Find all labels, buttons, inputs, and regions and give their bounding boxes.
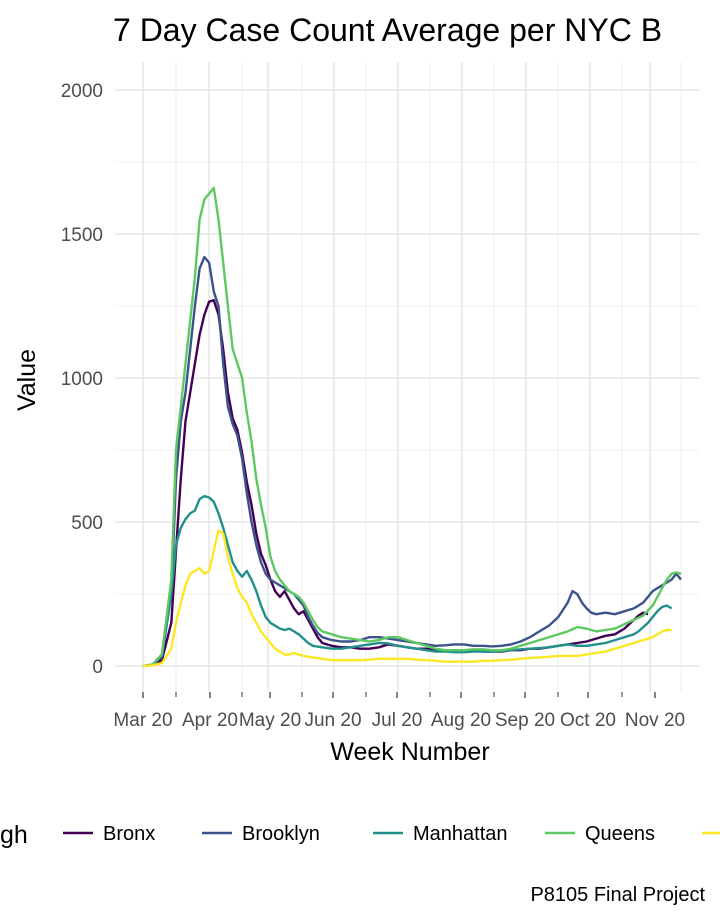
- y-tick-labels: 0 500 1000 1500 2000: [61, 81, 103, 678]
- x-tick-label: Mar 20: [113, 710, 172, 731]
- chart-title: 7 Day Case Count Average per NYC B: [113, 12, 662, 48]
- legend-label: Brooklyn: [242, 823, 320, 845]
- series-line-manhattan: [142, 494, 673, 668]
- legend-title: gh: [0, 821, 28, 849]
- legend-label: Manhattan: [413, 823, 508, 845]
- x-tick-label: Oct 20: [560, 710, 616, 731]
- y-axis-label: Value: [13, 349, 41, 411]
- y-tick-label: 1500: [61, 225, 103, 246]
- x-tick-label: Sep 20: [495, 710, 555, 731]
- y-tick-label: 500: [71, 513, 103, 534]
- x-tick-label: Jun 20: [304, 710, 361, 731]
- grid-minor: [115, 161, 700, 595]
- caption: P8105 Final Project: [530, 884, 705, 906]
- series-layer: [142, 186, 682, 668]
- y-tick-label: 2000: [61, 81, 103, 102]
- x-tick-label: Apr 20: [182, 710, 238, 731]
- x-tick-label: Aug 20: [431, 710, 491, 731]
- series-line-bronx: [142, 299, 649, 668]
- x-axis-label: Week Number: [330, 738, 489, 766]
- series-line-queens: [142, 186, 682, 668]
- series-line-brooklyn: [142, 255, 682, 668]
- y-tick-label: 0: [92, 657, 103, 678]
- x-tick-label: Jul 20: [372, 710, 423, 731]
- x-tick-label: Nov 20: [625, 710, 685, 731]
- legend: BronxBrooklynManhattanQueensStaten Islan…: [63, 823, 720, 845]
- x-tick-labels: Mar 20 Apr 20 May 20 Jun 20 Jul 20 Aug 20 Sep …: [113, 710, 685, 731]
- legend-label: Queens: [585, 823, 655, 845]
- grid-major: [115, 62, 700, 692]
- series-line-staten-island: [142, 529, 672, 668]
- x-tick-label: May 20: [239, 710, 301, 731]
- legend-label: Bronx: [103, 823, 155, 845]
- y-tick-label: 1000: [61, 369, 103, 390]
- x-tick-marks: [142, 692, 656, 698]
